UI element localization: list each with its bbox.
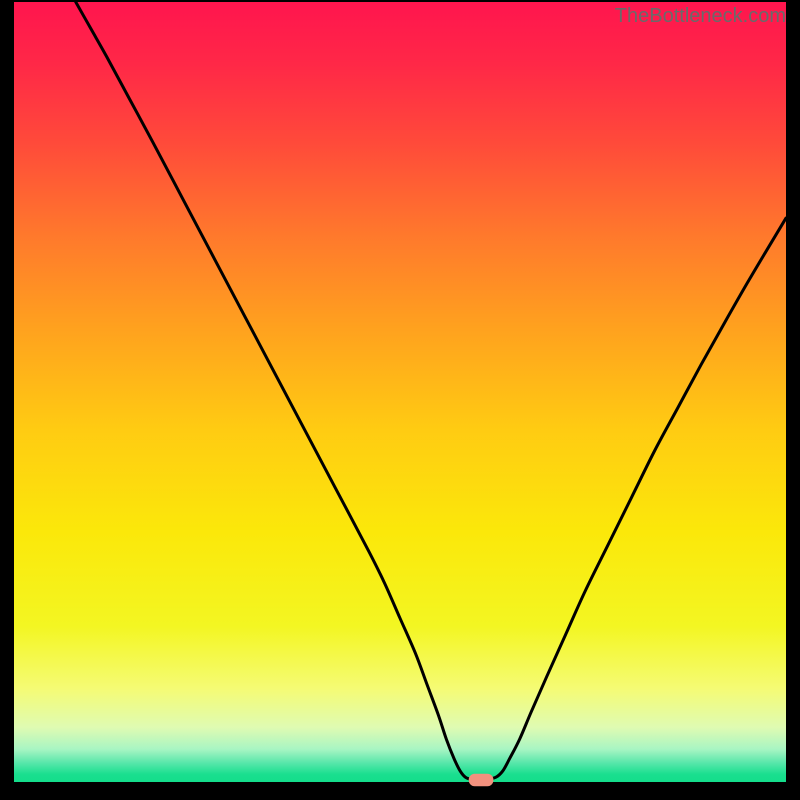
chart-svg bbox=[0, 0, 800, 800]
chart-background bbox=[14, 2, 786, 782]
watermark-text: TheBottleneck.com bbox=[615, 5, 786, 28]
bottleneck-chart: TheBottleneck.com bbox=[0, 0, 800, 800]
optimal-marker bbox=[469, 774, 494, 786]
